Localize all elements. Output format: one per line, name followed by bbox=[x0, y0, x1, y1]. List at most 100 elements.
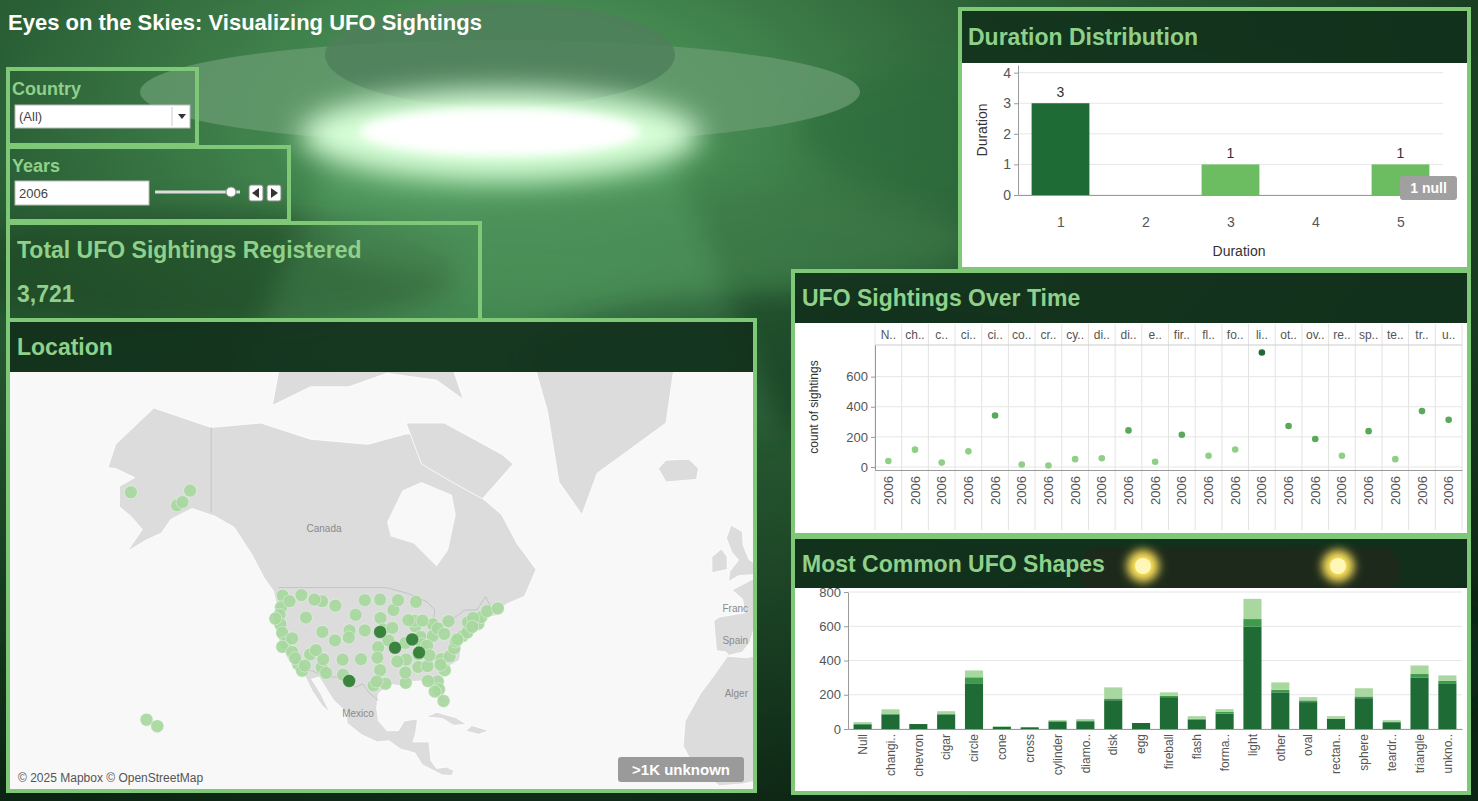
tick: 2006 bbox=[1174, 476, 1189, 505]
sighting-point bbox=[184, 484, 197, 497]
step-arrow[interactable] bbox=[252, 188, 259, 198]
tick-label: 1 bbox=[1057, 214, 1065, 230]
bar-segment bbox=[1438, 681, 1456, 684]
tick: rectan.. bbox=[1329, 734, 1343, 774]
bar-segment bbox=[1132, 723, 1150, 724]
land bbox=[712, 549, 727, 573]
separator bbox=[901, 324, 902, 530]
time-panel bbox=[793, 271, 1469, 535]
sighting-point bbox=[354, 653, 367, 666]
bar-segment bbox=[1021, 727, 1039, 728]
tick-label: 2006 bbox=[1014, 476, 1029, 505]
axis-line bbox=[875, 346, 876, 471]
bar-segment bbox=[1438, 675, 1456, 680]
tick-label: 2006 bbox=[908, 476, 923, 505]
bars bbox=[854, 599, 1457, 729]
bar-segment bbox=[1216, 712, 1234, 714]
facet-header: cy.. bbox=[1066, 328, 1084, 342]
place-label: Alger bbox=[725, 688, 749, 699]
step-button[interactable] bbox=[249, 185, 263, 201]
kpi-value: 3,721 bbox=[17, 281, 75, 307]
tick: cone bbox=[995, 734, 1009, 760]
separator bbox=[1141, 324, 1142, 530]
separator bbox=[1328, 324, 1329, 530]
dot bbox=[912, 446, 919, 453]
badge[interactable] bbox=[618, 757, 744, 782]
place-label: Canada bbox=[306, 523, 341, 534]
tick: 2 bbox=[1003, 126, 1018, 142]
sighting-point bbox=[176, 496, 189, 509]
title-band bbox=[962, 11, 1467, 63]
facet-separators bbox=[875, 324, 1462, 530]
dot bbox=[1365, 428, 1372, 435]
dashboard: Eyes on the Skies: Visualizing UFO Sight… bbox=[0, 0, 1478, 801]
facet-header: ot.. bbox=[1280, 328, 1297, 342]
bar-segment bbox=[1243, 599, 1261, 619]
tick-mark bbox=[1014, 134, 1018, 135]
sighting-point bbox=[358, 594, 371, 607]
plot-background bbox=[795, 323, 1467, 533]
dropdown-arrow[interactable] bbox=[178, 114, 186, 119]
axis-line bbox=[848, 593, 849, 730]
bar-segment bbox=[1076, 720, 1094, 722]
sighting-point bbox=[329, 599, 342, 612]
tick-label: changi.. bbox=[884, 734, 898, 776]
tick: changi.. bbox=[884, 734, 898, 776]
separator bbox=[955, 324, 956, 530]
step-arrow[interactable] bbox=[271, 188, 278, 198]
tick-label: 2006 bbox=[1041, 476, 1056, 505]
sighting-point bbox=[343, 674, 356, 687]
sighting-point bbox=[342, 631, 355, 644]
dot bbox=[1098, 455, 1105, 462]
dot bbox=[1125, 427, 1132, 434]
separator bbox=[1061, 324, 1062, 530]
sighting-point bbox=[413, 646, 426, 659]
bar-segment bbox=[1160, 697, 1178, 729]
tick-label: 600 bbox=[819, 619, 841, 634]
axis-title: Duration bbox=[974, 104, 990, 157]
separator bbox=[1381, 324, 1382, 530]
dot bbox=[992, 412, 999, 419]
dropdown[interactable] bbox=[15, 105, 190, 128]
facet-header: e.. bbox=[1148, 328, 1161, 342]
sighting-point bbox=[392, 594, 405, 607]
bar-segment bbox=[1188, 716, 1206, 719]
sighting-point bbox=[124, 486, 137, 499]
tick: 2006 bbox=[908, 476, 923, 505]
facet-header: li.. bbox=[1256, 328, 1268, 342]
headlight bbox=[1135, 558, 1151, 574]
tick-label: 2 bbox=[1142, 214, 1150, 230]
year-value: 2006 bbox=[19, 186, 48, 201]
tick-label: 2006 bbox=[1388, 476, 1403, 505]
dot bbox=[1392, 456, 1399, 463]
step-button[interactable] bbox=[267, 185, 281, 201]
tick: 2006 bbox=[1228, 476, 1243, 505]
tick-label: oval bbox=[1301, 734, 1315, 756]
data-label: 3 bbox=[1057, 84, 1065, 100]
tick-label: diamo.. bbox=[1079, 734, 1093, 773]
dot bbox=[1179, 431, 1186, 438]
tick: 2006 bbox=[1281, 476, 1296, 505]
badge[interactable] bbox=[1400, 176, 1457, 200]
dot bbox=[1259, 349, 1266, 356]
bar-segment bbox=[1410, 677, 1428, 729]
slider-handle[interactable] bbox=[226, 187, 236, 197]
tick-mark bbox=[844, 695, 848, 696]
sighting-point bbox=[451, 633, 464, 646]
axis-line bbox=[876, 470, 1463, 471]
bar-segment bbox=[1160, 696, 1178, 697]
tick: 2006 bbox=[934, 476, 949, 505]
tick-mark bbox=[1014, 73, 1018, 74]
sighting-point bbox=[309, 644, 322, 657]
dot bbox=[1312, 436, 1319, 443]
tick-label: 2006 bbox=[1308, 476, 1323, 505]
tick: 2006 bbox=[1388, 476, 1403, 505]
bar-segment bbox=[909, 724, 927, 729]
tick: cylinder bbox=[1051, 734, 1065, 775]
sighting-point bbox=[371, 651, 384, 664]
tick: 5 bbox=[1397, 195, 1405, 230]
year-input[interactable] bbox=[15, 181, 149, 205]
tick-mark bbox=[871, 377, 875, 378]
backdrop bbox=[0, 0, 1478, 801]
tick: 1 bbox=[1003, 156, 1018, 172]
